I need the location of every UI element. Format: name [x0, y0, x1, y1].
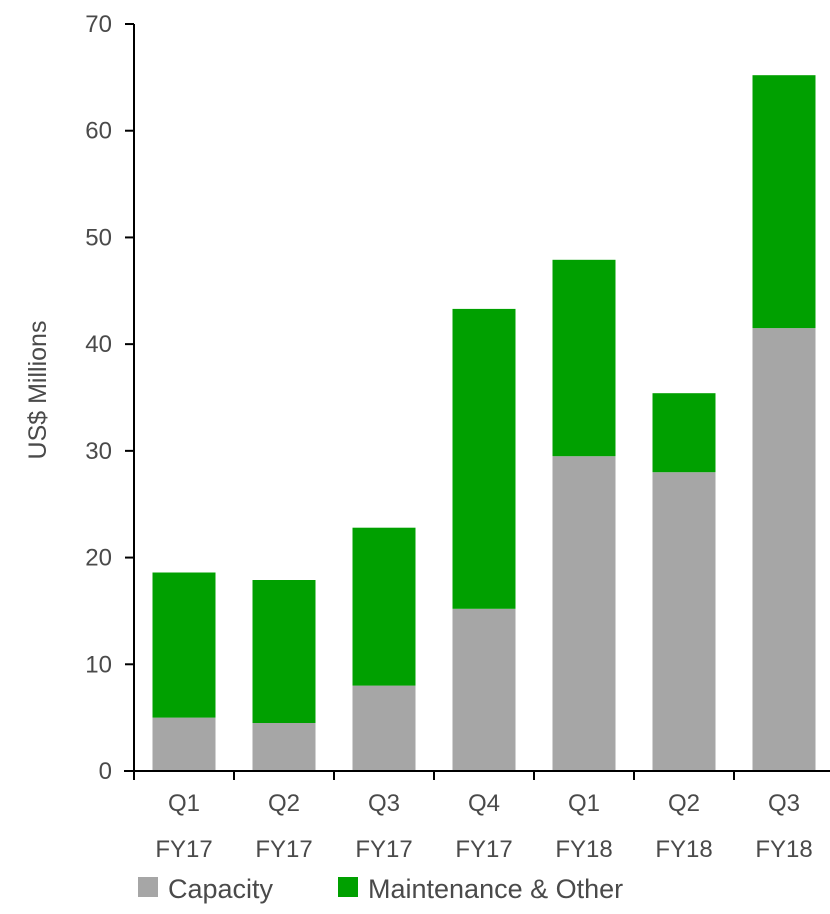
y-tick-label: 10 [85, 651, 112, 678]
bar-capacity-2 [252, 723, 316, 771]
x-tick-label: Q3 [768, 790, 800, 817]
legend-swatch-maintenance-other [338, 877, 358, 897]
x-tick-label: Q3 [368, 790, 400, 817]
y-ticks-group: 0 10 20 30 40 50 60 70 [85, 11, 134, 785]
x-tick-label: FY17 [355, 836, 412, 863]
y-tick-label: 30 [85, 438, 112, 465]
x-tick-label: FY17 [155, 836, 212, 863]
bar-maintenance-other-5 [552, 259, 616, 457]
x-tick-label: FY18 [555, 836, 612, 863]
bar-maintenance-other-3 [352, 527, 416, 686]
axes-group [124, 24, 830, 772]
x-tick-label: Q2 [268, 790, 300, 817]
x-tick-label: Q1 [168, 790, 200, 817]
bars-group [152, 75, 816, 771]
bar-maintenance-other-1 [152, 572, 216, 718]
bar-maintenance-other-6 [652, 393, 716, 473]
bar-capacity-7 [752, 328, 816, 771]
legend-label-maintenance-other: Maintenance & Other [368, 874, 623, 904]
x-tick-label: Q2 [668, 790, 700, 817]
x-tick-label: FY17 [255, 836, 312, 863]
y-tick-label: 20 [85, 545, 112, 572]
bar-capacity-3 [352, 685, 416, 771]
x-tick-label: FY18 [655, 836, 712, 863]
legend-label-capacity: Capacity [168, 874, 274, 904]
y-tick-label: 50 [85, 224, 112, 251]
bar-maintenance-other-2 [252, 580, 316, 723]
y-axis-title: US$ Millions [24, 321, 52, 460]
bar-capacity-4 [452, 608, 516, 771]
bar-capacity-5 [552, 456, 616, 771]
y-tick-label: 0 [99, 758, 112, 785]
bar-capacity-1 [152, 717, 216, 771]
x-ticks-group: Q1 FY17 Q2 FY17 Q3 FY17 Q4 FY17 Q1 FY18 Q2 FY18 Q3 FY… [133, 771, 813, 863]
legend-swatch-capacity [138, 877, 158, 897]
bar-maintenance-other-4 [452, 308, 516, 609]
x-tick-label: Q4 [468, 790, 500, 817]
bar-capacity-6 [652, 472, 716, 771]
y-tick-label: 60 [85, 118, 112, 145]
x-tick-label: Q1 [568, 790, 600, 817]
x-tick-label: FY17 [455, 836, 512, 863]
bar-maintenance-other-7 [752, 75, 816, 329]
x-tick-label: FY18 [755, 836, 812, 863]
y-tick-label: 70 [85, 11, 112, 38]
legend: Capacity Maintenance & Other [138, 874, 623, 904]
y-tick-label: 40 [85, 331, 112, 358]
